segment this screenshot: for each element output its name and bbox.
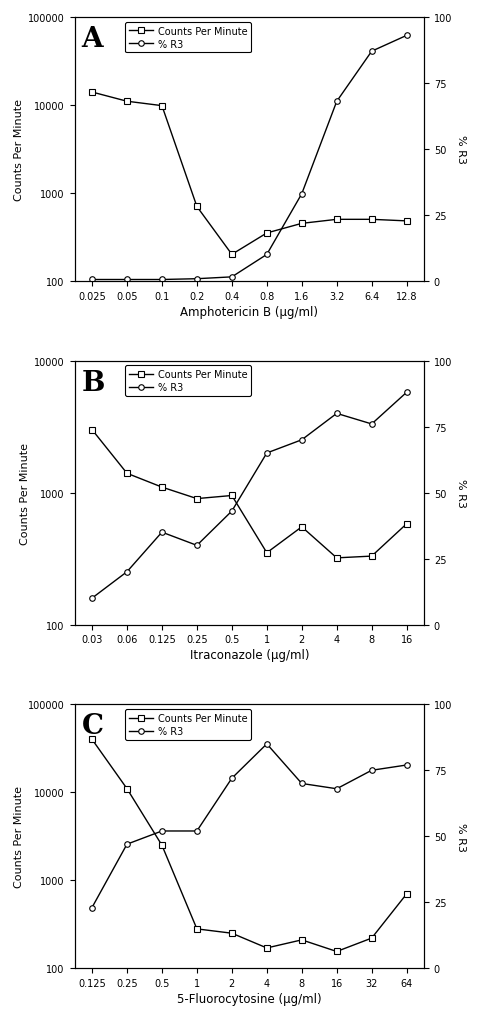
Line: % R3: % R3 [89,34,409,283]
% R3 [194,540,200,552]
% R3 [404,387,409,399]
% R3 [264,249,270,261]
Counts Per Minute [159,101,165,113]
% R3 [334,783,340,795]
Counts Per Minute [159,482,165,494]
Counts Per Minute [369,550,374,562]
% R3 [369,419,374,431]
Text: A: A [82,25,103,53]
Counts Per Minute [334,552,340,565]
Counts Per Minute [89,424,95,436]
Counts Per Minute [369,932,374,945]
Counts Per Minute [299,521,305,533]
% R3 [124,839,130,851]
Line: Counts Per Minute: Counts Per Minute [89,90,409,258]
% R3 [229,271,235,283]
Y-axis label: Counts Per Minute: Counts Per Minute [14,99,24,201]
Counts Per Minute [299,218,305,230]
Counts Per Minute [159,840,165,852]
Counts Per Minute [124,96,130,108]
% R3 [159,274,165,286]
% R3 [194,273,200,285]
Line: Counts Per Minute: Counts Per Minute [89,737,409,955]
Counts Per Minute [229,249,235,261]
% R3 [299,189,305,201]
Counts Per Minute [334,214,340,226]
Counts Per Minute [264,547,270,559]
% R3 [369,46,374,58]
% R3 [89,274,95,286]
Counts Per Minute [89,734,95,746]
% R3 [369,764,374,776]
% R3 [89,902,95,914]
X-axis label: Itraconazole (μg/ml): Itraconazole (μg/ml) [190,649,309,661]
Counts Per Minute [194,201,200,213]
% R3 [89,592,95,604]
Legend: Counts Per Minute, % R3: Counts Per Minute, % R3 [125,709,252,740]
Line: Counts Per Minute: Counts Per Minute [89,427,409,561]
Y-axis label: % R3: % R3 [456,822,466,851]
Counts Per Minute [194,923,200,935]
Counts Per Minute [264,942,270,954]
% R3 [124,567,130,579]
% R3 [404,759,409,771]
Line: % R3: % R3 [89,742,409,910]
Counts Per Minute [369,214,374,226]
Counts Per Minute [194,493,200,505]
Counts Per Minute [404,888,409,900]
Y-axis label: Counts Per Minute: Counts Per Minute [20,442,30,544]
% R3 [159,825,165,838]
% R3 [229,772,235,785]
Line: % R3: % R3 [89,390,409,601]
Text: B: B [82,369,105,396]
% R3 [334,408,340,420]
% R3 [299,434,305,446]
Counts Per Minute [404,216,409,228]
% R3 [334,96,340,108]
X-axis label: Amphotericin B (μg/ml): Amphotericin B (μg/ml) [180,306,318,318]
Legend: Counts Per Minute, % R3: Counts Per Minute, % R3 [125,366,252,396]
% R3 [124,274,130,286]
Legend: Counts Per Minute, % R3: Counts Per Minute, % R3 [125,22,252,53]
Counts Per Minute [124,783,130,795]
% R3 [194,825,200,838]
Counts Per Minute [229,490,235,502]
Counts Per Minute [334,946,340,958]
Counts Per Minute [404,518,409,530]
Counts Per Minute [124,468,130,480]
% R3 [264,738,270,750]
% R3 [229,505,235,518]
Y-axis label: % R3: % R3 [456,136,466,164]
Y-axis label: % R3: % R3 [456,479,466,507]
Counts Per Minute [229,927,235,940]
Counts Per Minute [89,87,95,99]
% R3 [264,447,270,460]
Counts Per Minute [264,227,270,239]
% R3 [299,777,305,790]
% R3 [159,527,165,539]
X-axis label: 5-Fluorocytosine (μg/ml): 5-Fluorocytosine (μg/ml) [177,993,322,1005]
Text: C: C [82,712,104,740]
Counts Per Minute [299,933,305,946]
Y-axis label: Counts Per Minute: Counts Per Minute [14,786,24,888]
% R3 [404,31,409,43]
